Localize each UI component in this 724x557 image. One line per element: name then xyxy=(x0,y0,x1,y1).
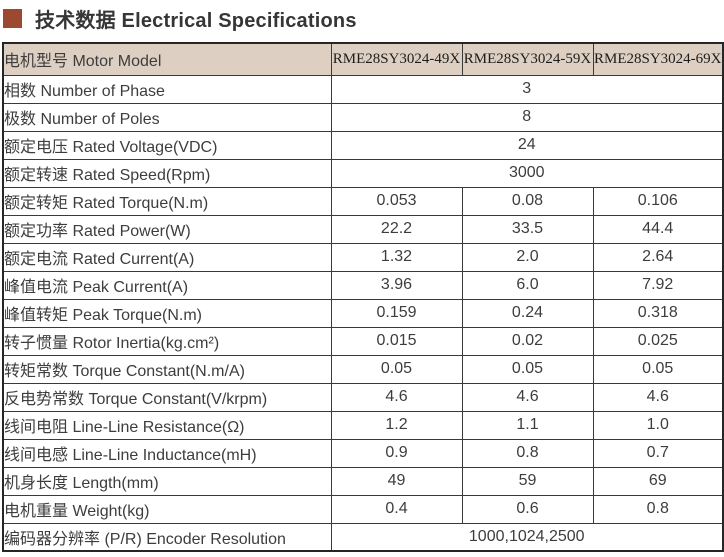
row-label: 转子惯量 Rotor Inertia(kg.cm²) xyxy=(2,326,332,356)
row-value: 0.02 xyxy=(461,326,594,356)
row-value: 8 xyxy=(330,102,724,132)
row-label: 峰值电流 Peak Current(A) xyxy=(2,270,332,300)
row-label: 额定电压 Rated Voltage(VDC) xyxy=(2,130,332,160)
row-value: 33.5 xyxy=(461,214,594,244)
table-row-back-emf-constant: 反电势常数 Torque Constant(V/krpm) 4.6 4.6 4.… xyxy=(2,382,724,412)
page-title: 技术数据 Electrical Specifications xyxy=(35,9,357,32)
row-value: 4.6 xyxy=(461,382,594,412)
row-value: 24 xyxy=(330,130,724,160)
table-row-length: 机身长度 Length(mm) 49 59 69 xyxy=(2,466,724,496)
row-value: 0.053 xyxy=(330,186,463,216)
row-value: 1.0 xyxy=(592,410,724,440)
row-value: 0.6 xyxy=(461,494,594,524)
row-value: 4.6 xyxy=(330,382,463,412)
electrical-specifications-table: 电机型号 Motor Model RME28SY3024-49X RME28SY… xyxy=(2,42,724,552)
table-row-number-of-phase: 相数 Number of Phase 3 xyxy=(2,74,724,104)
row-value: 0.08 xyxy=(461,186,594,216)
row-label: 相数 Number of Phase xyxy=(2,74,332,104)
table-row-number-of-poles: 极数 Number of Poles 8 xyxy=(2,102,724,132)
table-row-rated-power: 额定功率 Rated Power(W) 22.2 33.5 44.4 xyxy=(2,214,724,244)
section-header: 技术数据 Electrical Specifications xyxy=(0,0,724,32)
row-value: 0.015 xyxy=(330,326,463,356)
row-value: 0.05 xyxy=(330,354,463,384)
row-value: 0.24 xyxy=(461,298,594,328)
row-value: 59 xyxy=(461,466,594,496)
row-label: 转矩常数 Torque Constant(N.m/A) xyxy=(2,354,332,384)
row-label: 线间电感 Line-Line Inductance(mH) xyxy=(2,438,332,468)
row-value: 0.9 xyxy=(330,438,463,468)
row-value: 0.159 xyxy=(330,298,463,328)
col-header-model-69x: RME28SY3024-69X xyxy=(592,42,724,76)
row-value: 0.05 xyxy=(461,354,594,384)
table-row-line-line-resistance: 线间电阻 Line-Line Resistance(Ω) 1.2 1.1 1.0 xyxy=(2,410,724,440)
row-label: 额定转矩 Rated Torque(N.m) xyxy=(2,186,332,216)
row-label: 电机重量 Weight(kg) xyxy=(2,494,332,524)
row-value: 1.32 xyxy=(330,242,463,272)
section-bullet-icon xyxy=(3,8,22,28)
row-value: 1000,1024,2500 xyxy=(330,522,724,552)
row-value: 7.92 xyxy=(592,270,724,300)
row-value: 0.8 xyxy=(461,438,594,468)
row-label: 极数 Number of Poles xyxy=(2,102,332,132)
row-label: 额定电流 Rated Current(A) xyxy=(2,242,332,272)
table-row-rated-torque: 额定转矩 Rated Torque(N.m) 0.053 0.08 0.106 xyxy=(2,186,724,216)
table-row-rated-speed: 额定转速 Rated Speed(Rpm) 3000 xyxy=(2,158,724,188)
row-value: 1.2 xyxy=(330,410,463,440)
table-row-line-line-inductance: 线间电感 Line-Line Inductance(mH) 0.9 0.8 0.… xyxy=(2,438,724,468)
row-value: 3.96 xyxy=(330,270,463,300)
row-value: 49 xyxy=(330,466,463,496)
row-label: 编码器分辨率 (P/R) Encoder Resolution xyxy=(2,522,332,552)
table-row-peak-current: 峰值电流 Peak Current(A) 3.96 6.0 7.92 xyxy=(2,270,724,300)
col-header-motor-model: 电机型号 Motor Model xyxy=(2,42,332,76)
table-row-peak-torque: 峰值转矩 Peak Torque(N.m) 0.159 0.24 0.318 xyxy=(2,298,724,328)
row-value: 0.106 xyxy=(592,186,724,216)
row-value: 3000 xyxy=(330,158,724,188)
row-value: 2.0 xyxy=(461,242,594,272)
row-value: 2.64 xyxy=(592,242,724,272)
row-value: 0.8 xyxy=(592,494,724,524)
row-label: 额定转速 Rated Speed(Rpm) xyxy=(2,158,332,188)
table-row-rated-voltage: 额定电压 Rated Voltage(VDC) 24 xyxy=(2,130,724,160)
col-header-model-59x: RME28SY3024-59X xyxy=(461,42,594,76)
row-value: 0.318 xyxy=(592,298,724,328)
table-row-encoder-resolution: 编码器分辨率 (P/R) Encoder Resolution 1000,102… xyxy=(2,522,724,552)
row-value: 3 xyxy=(330,74,724,104)
row-value: 22.2 xyxy=(330,214,463,244)
row-label: 额定功率 Rated Power(W) xyxy=(2,214,332,244)
row-value: 4.6 xyxy=(592,382,724,412)
row-label: 线间电阻 Line-Line Resistance(Ω) xyxy=(2,410,332,440)
table-row-rotor-inertia: 转子惯量 Rotor Inertia(kg.cm²) 0.015 0.02 0.… xyxy=(2,326,724,356)
row-value: 6.0 xyxy=(461,270,594,300)
row-label: 反电势常数 Torque Constant(V/krpm) xyxy=(2,382,332,412)
row-value: 44.4 xyxy=(592,214,724,244)
table-row-weight: 电机重量 Weight(kg) 0.4 0.6 0.8 xyxy=(2,494,724,524)
table-row-torque-constant: 转矩常数 Torque Constant(N.m/A) 0.05 0.05 0.… xyxy=(2,354,724,384)
table-header-row: 电机型号 Motor Model RME28SY3024-49X RME28SY… xyxy=(2,42,724,76)
col-header-model-49x: RME28SY3024-49X xyxy=(330,42,463,76)
row-value: 1.1 xyxy=(461,410,594,440)
row-value: 0.05 xyxy=(592,354,724,384)
row-value: 0.4 xyxy=(330,494,463,524)
row-value: 0.7 xyxy=(592,438,724,468)
row-label: 机身长度 Length(mm) xyxy=(2,466,332,496)
row-value: 0.025 xyxy=(592,326,724,356)
row-value: 69 xyxy=(592,466,724,496)
row-label: 峰值转矩 Peak Torque(N.m) xyxy=(2,298,332,328)
table-row-rated-current: 额定电流 Rated Current(A) 1.32 2.0 2.64 xyxy=(2,242,724,272)
